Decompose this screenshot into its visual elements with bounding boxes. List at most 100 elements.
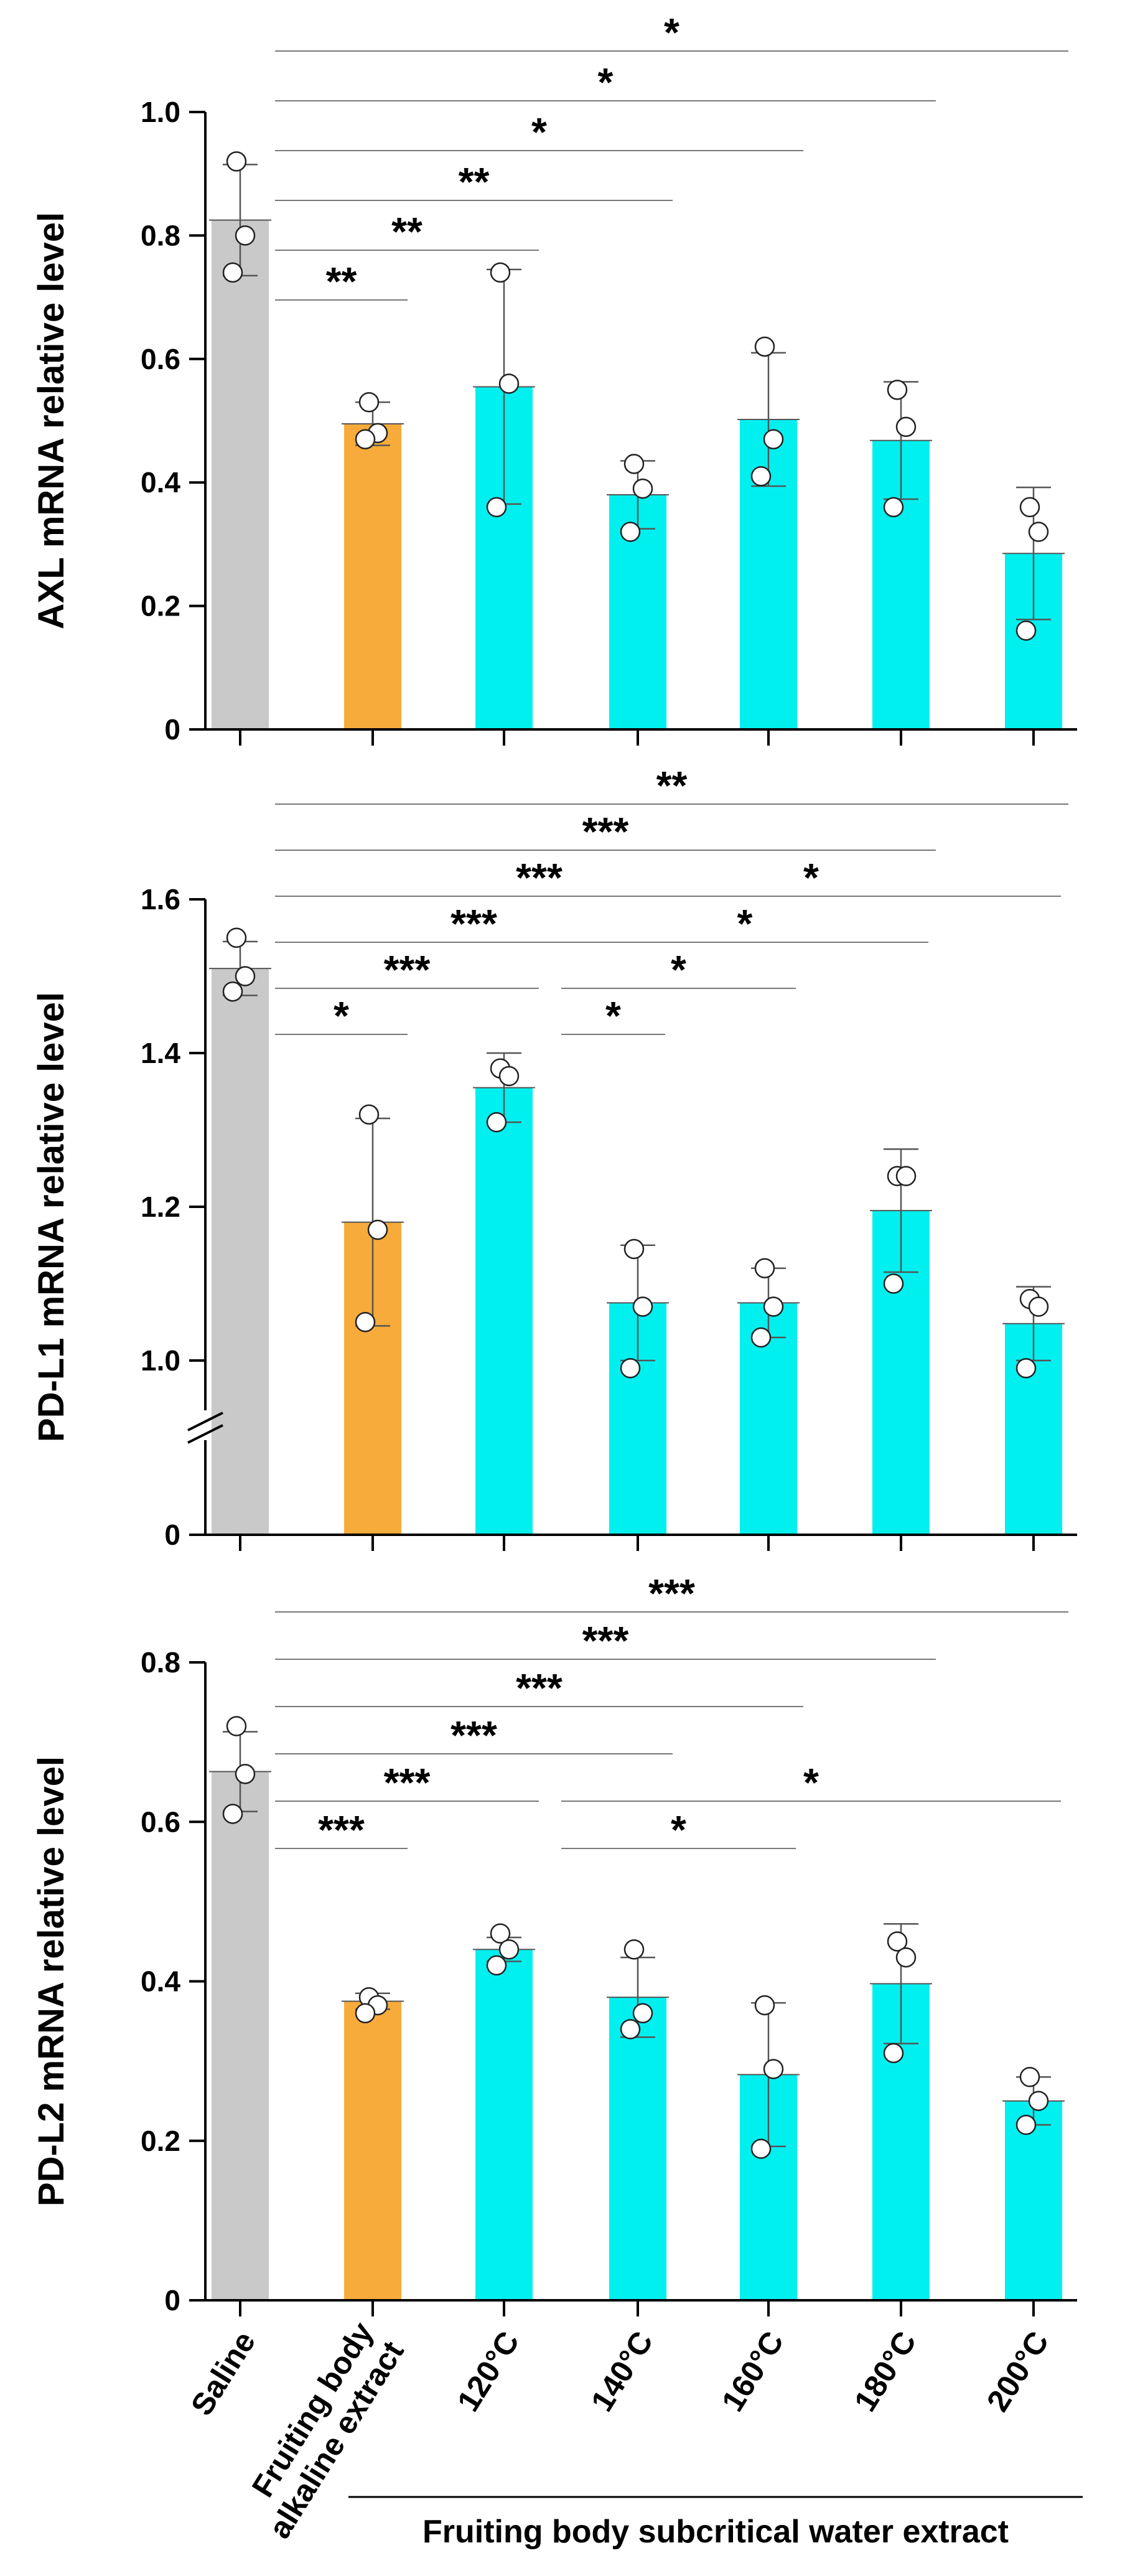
x-category-label-line: 200°C xyxy=(980,2325,1055,2417)
data-point xyxy=(754,1258,775,1279)
significance-label: ** xyxy=(656,763,688,808)
data-point xyxy=(222,981,243,1002)
y-tick-label: 0 xyxy=(164,2284,180,2316)
significance-label: * xyxy=(803,855,819,900)
x-category-label-line: 160°C xyxy=(715,2325,790,2417)
data-point xyxy=(1019,497,1040,518)
data-point xyxy=(620,2019,641,2040)
significance-label: *** xyxy=(450,901,497,946)
data-point xyxy=(754,1995,775,2016)
y-tick-label: 1.2 xyxy=(141,1191,180,1223)
data-point xyxy=(763,429,784,450)
data-point xyxy=(226,1716,247,1736)
bar xyxy=(475,1949,533,2300)
significance-label: *** xyxy=(384,1760,431,1805)
panel-1: 0 0.2 0.4 0.6 0.8 1.0 AXL mRNA relative level *… xyxy=(31,10,1077,746)
y-tick-label: 0.6 xyxy=(141,1806,180,1838)
data-point xyxy=(222,1804,243,1824)
significance-label: ** xyxy=(326,259,357,304)
data-point xyxy=(895,1947,917,1968)
data-point xyxy=(895,416,917,438)
data-point xyxy=(887,380,908,400)
data-point xyxy=(235,225,256,246)
significance-label: ** xyxy=(391,209,422,254)
significance-label: * xyxy=(664,10,679,55)
data-point xyxy=(1028,522,1049,542)
data-point xyxy=(222,262,243,283)
bar xyxy=(212,968,269,1535)
y-tick-label: 0.4 xyxy=(141,1965,180,1998)
y-tick-label: 0.8 xyxy=(141,1646,180,1679)
data-point xyxy=(883,2043,904,2064)
data-point xyxy=(355,2003,376,2023)
bar xyxy=(609,1997,666,2300)
significance-label: * xyxy=(605,993,621,1038)
y-tick-label: 0 xyxy=(164,1519,180,1551)
significance-label: *** xyxy=(450,1713,497,1758)
x-category-label-line: Saline xyxy=(184,2325,263,2422)
y-tick-label: 0 xyxy=(164,713,180,746)
significance-label: *** xyxy=(582,1618,629,1663)
data-point xyxy=(895,1166,917,1186)
significance-label: * xyxy=(671,947,686,992)
x-category-label: 120°C xyxy=(450,2325,526,2417)
significance-label: * xyxy=(671,1807,686,1852)
x-category-label-line: 140°C xyxy=(584,2325,660,2417)
x-category-label: 160°C xyxy=(715,2325,790,2417)
panel-2: 01.01.21.41.6PD-L1 mRNA relative level **… xyxy=(31,763,1077,1551)
data-point xyxy=(226,151,247,172)
y-axis-label: AXL mRNA relative level xyxy=(31,212,72,630)
data-point xyxy=(620,522,641,542)
significance-label: * xyxy=(598,60,614,105)
significance-label: * xyxy=(531,110,547,154)
axis-break-mark xyxy=(187,1412,223,1431)
data-point xyxy=(226,927,247,948)
significance-label: * xyxy=(737,901,753,946)
y-tick-label: 0.6 xyxy=(141,343,180,375)
data-point xyxy=(498,1939,520,1960)
significance-label: ** xyxy=(459,159,490,204)
data-point xyxy=(235,1764,256,1784)
data-point xyxy=(490,1923,511,1944)
data-point xyxy=(763,1296,784,1317)
significance-label: * xyxy=(803,1760,819,1805)
y-tick-label: 1.6 xyxy=(141,883,180,916)
y-axis-label: PD-L1 mRNA relative level xyxy=(31,992,72,1442)
data-point xyxy=(623,454,645,474)
data-point xyxy=(632,1296,653,1317)
data-point xyxy=(1028,2091,1049,2111)
data-point xyxy=(486,1955,507,1976)
y-tick-label: 0.8 xyxy=(141,219,180,251)
data-point xyxy=(750,466,772,487)
data-point xyxy=(235,966,256,986)
y-tick-label: 0.2 xyxy=(141,590,180,622)
significance-label: *** xyxy=(648,1571,695,1616)
data-point xyxy=(498,1066,520,1087)
data-point xyxy=(1015,621,1037,641)
panel-3: 00.20.40.60.8PD-L2 mRNA relative level **… xyxy=(31,1571,1077,2316)
data-point xyxy=(1028,1296,1049,1317)
data-point xyxy=(623,1939,645,1960)
significance-label: *** xyxy=(318,1807,365,1852)
axis-break-mark xyxy=(187,1424,223,1444)
data-point xyxy=(367,1219,388,1240)
x-category-label-line: 120°C xyxy=(450,2325,526,2417)
y-tick-label: 0.2 xyxy=(141,2125,180,2157)
data-point xyxy=(358,1104,380,1125)
data-point xyxy=(486,497,507,518)
data-point xyxy=(887,1931,908,1952)
data-point xyxy=(750,2138,772,2159)
bar xyxy=(212,1771,269,2300)
data-point xyxy=(355,429,376,450)
bar xyxy=(1005,2101,1062,2300)
x-category-label-line: 180°C xyxy=(847,2325,923,2417)
y-tick-label: 0.4 xyxy=(141,466,180,499)
data-point xyxy=(763,2059,784,2079)
y-axis-label: PD-L2 mRNA relative level xyxy=(31,1756,72,2206)
significance-label: *** xyxy=(516,855,562,900)
x-category-label: 180°C xyxy=(847,2325,923,2417)
group-label: Fruiting body subcritical water extract xyxy=(422,2514,1009,2550)
significance-label: * xyxy=(334,993,349,1038)
